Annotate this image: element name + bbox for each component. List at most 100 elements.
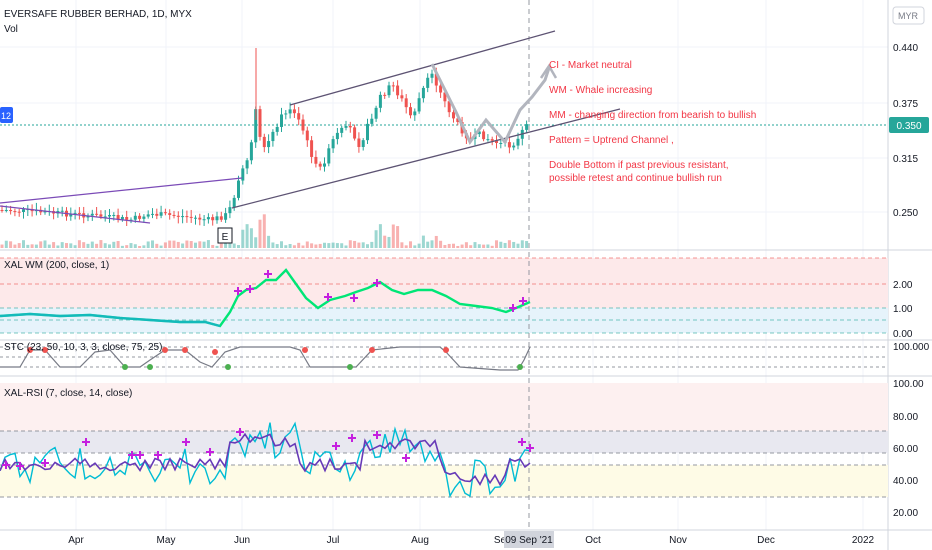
volume-bar [103, 243, 107, 248]
candle-body [159, 212, 163, 216]
candle-body [13, 211, 17, 213]
wm-line[interactable] [0, 268, 531, 328]
rsi-tick: 60.00 [893, 444, 918, 455]
volume-bar [439, 240, 443, 248]
currency-button[interactable] [892, 6, 925, 25]
channel-lower-line[interactable] [231, 108, 621, 209]
candle-body [198, 217, 202, 220]
stc-signal-dot [42, 347, 48, 353]
candle-body [396, 85, 400, 96]
candle-body [335, 132, 339, 140]
volume-bar [9, 241, 13, 248]
volume-bar [314, 244, 318, 248]
candle-body [262, 136, 266, 148]
projection-path[interactable] [430, 63, 551, 145]
channel-upper-line[interactable] [289, 30, 556, 106]
stc-signal-dot [443, 347, 449, 353]
volume-bar [198, 241, 202, 248]
volume-bar [426, 241, 430, 248]
volume-bar [305, 241, 309, 248]
candle-body [477, 131, 481, 135]
candle-body [417, 98, 421, 112]
volume-bar [297, 242, 301, 248]
wm-pane-title[interactable]: XAL WM (200, close, 1) [4, 260, 109, 271]
candle-body [267, 141, 271, 148]
stc-pane-title[interactable]: STC (23, 50, 10, 3, 3, close, 75, 25) [4, 342, 162, 353]
volume-bar [473, 242, 477, 248]
volume-bar [163, 242, 167, 248]
stc-tick: 100.000 [893, 342, 930, 353]
volume-bar [387, 236, 391, 248]
volume-label[interactable]: Vol [4, 24, 18, 35]
candle-body [512, 145, 516, 148]
symbol-title[interactable]: EVERSAFE RUBBER BERHAD, 1D, MYX [4, 9, 192, 20]
candle-body [112, 214, 116, 216]
volume-bar [185, 240, 189, 248]
volume-bar [443, 244, 447, 248]
candle-body [194, 217, 197, 219]
volume-bar [4, 240, 8, 248]
rsi-lines[interactable] [0, 421, 531, 498]
candle-body [189, 216, 193, 218]
time-axis[interactable]: Apr May Jun Jul Aug Se Oct Nov Dec 2022 … [68, 531, 875, 548]
rsi-pane-title[interactable]: XAL-RSI (7, close, 14, close) [4, 388, 132, 399]
month-label: Se [494, 535, 507, 546]
candle-body [125, 216, 129, 220]
annotation-double-bottom-2: possible retest and continue bullish run [549, 173, 722, 184]
volume-bar [202, 241, 206, 248]
candle-body [73, 212, 77, 214]
candlesticks[interactable] [0, 48, 529, 226]
left-badge-label: 12 [1, 111, 11, 121]
candle-body [421, 87, 425, 99]
stc-signal-dot [27, 347, 33, 353]
candle-body [516, 138, 520, 146]
candle-body [348, 126, 352, 128]
candle-body [237, 180, 240, 198]
volume-bar [133, 244, 137, 248]
candle-body [331, 139, 335, 149]
volume-bar [490, 245, 494, 248]
volume-bar [22, 240, 25, 248]
volume-bar [0, 244, 4, 248]
volume-bar [417, 243, 421, 248]
volume-bar [219, 243, 223, 248]
volume-bar [280, 241, 283, 248]
volume-bar [404, 245, 408, 248]
volume-bar [95, 243, 99, 248]
volume-bar [215, 245, 219, 248]
volume-bar [65, 243, 68, 248]
wm-tick: 1.00 [893, 304, 913, 315]
candle-body [318, 163, 322, 167]
candle-body [305, 130, 309, 141]
volume-bar [138, 245, 142, 248]
volume-bar [400, 242, 404, 248]
event-marker[interactable] [217, 227, 233, 244]
candle-body [507, 142, 511, 148]
candle-body [280, 114, 283, 127]
left-badge[interactable] [0, 107, 13, 123]
volume-bar [495, 240, 498, 248]
volume-bar [357, 242, 361, 248]
candle-body [77, 212, 81, 214]
lower-trendline-early[interactable] [0, 177, 243, 204]
volume-bar [237, 245, 240, 248]
candle-body [228, 207, 232, 214]
candle-body [310, 140, 314, 157]
stc-line[interactable] [0, 346, 531, 371]
volume-bar [323, 242, 326, 248]
rsi-tick: 100.00 [893, 379, 924, 390]
wm-series-low [0, 312, 221, 328]
candle-body [443, 92, 447, 102]
volume-bar [258, 219, 262, 248]
price-tick: 0.440 [893, 43, 918, 54]
analysis-annotations[interactable]: CI - Market neutral WM - Whale increasin… [549, 60, 756, 184]
volume-bar [34, 244, 38, 248]
down-trendline[interactable] [0, 205, 151, 224]
candle-body [495, 140, 498, 143]
volume-bar [370, 241, 374, 248]
volume-bar [327, 243, 331, 248]
annotation-wm: WM - Whale increasing [549, 85, 652, 96]
candle-body [400, 95, 404, 99]
candle-body [168, 213, 172, 215]
